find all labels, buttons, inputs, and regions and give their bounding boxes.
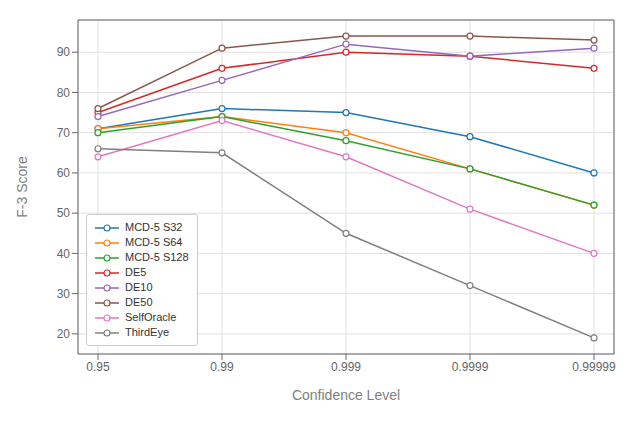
svg-text:30: 30 [57, 287, 71, 301]
svg-text:60: 60 [57, 166, 71, 180]
svg-text:F-3 Score: F-3 Score [14, 156, 30, 218]
html-text:ThirdEye: ThirdEye [125, 326, 169, 338]
svg-text:90: 90 [57, 45, 71, 59]
svg-text:40: 40 [57, 247, 71, 261]
html-text:MCD-5 S32: MCD-5 S32 [125, 221, 183, 233]
svg-text:Confidence Level: Confidence Level [292, 387, 400, 403]
html-text:DE10: DE10 [125, 281, 153, 293]
html-text:DE5: DE5 [125, 266, 147, 278]
svg-text:0.99: 0.99 [210, 360, 234, 374]
html-text:MCD-5 S128: MCD-5 S128 [125, 251, 189, 263]
html-text:SelfOracle: SelfOracle [125, 311, 177, 323]
svg-text:0.99999: 0.99999 [572, 360, 616, 374]
svg-text:0.9999: 0.9999 [452, 360, 489, 374]
svg-text:20: 20 [57, 327, 71, 341]
html-text:DE50: DE50 [125, 296, 153, 308]
svg-text:80: 80 [57, 86, 71, 100]
svg-text:70: 70 [57, 126, 71, 140]
svg-text:0.999: 0.999 [331, 360, 361, 374]
svg-text:50: 50 [57, 206, 71, 220]
html-text:MCD-5 S64: MCD-5 S64 [125, 236, 183, 248]
svg-text:0.95: 0.95 [86, 360, 110, 374]
